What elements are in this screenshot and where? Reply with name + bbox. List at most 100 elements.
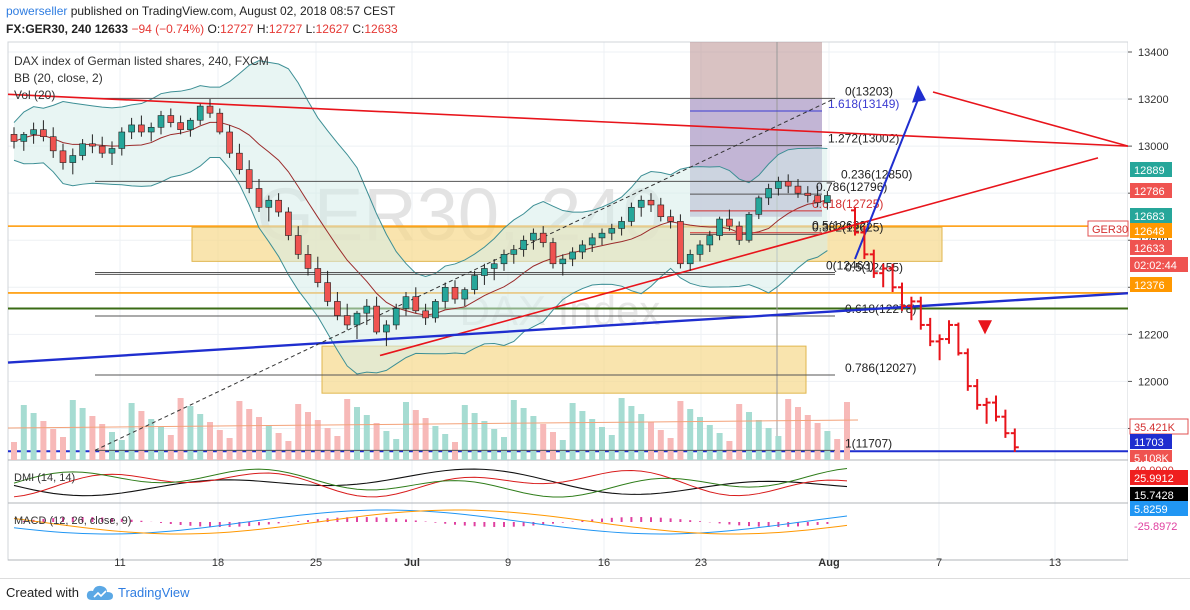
candle — [206, 99, 214, 118]
candle-body — [471, 275, 478, 290]
candle-body — [775, 181, 782, 189]
candle — [383, 320, 390, 347]
candle-body — [422, 310, 429, 319]
candle — [618, 216, 625, 236]
volume-bar — [697, 417, 703, 460]
candle — [677, 214, 684, 269]
arrow-head-icon — [912, 84, 926, 103]
price-chart[interactable]: GER30, 240 DAX Index 0(13203)1.618(13149… — [0, 40, 1190, 578]
price-badge-label: 12648 — [1134, 226, 1165, 238]
candle — [177, 115, 184, 135]
candle-body — [716, 218, 723, 236]
volume-bar — [657, 430, 664, 460]
volume-bar — [246, 409, 253, 460]
candle — [245, 160, 253, 194]
candle-body — [196, 105, 204, 121]
tradingview-link[interactable]: TradingView — [118, 585, 190, 600]
volume-bar — [383, 431, 390, 460]
candle — [40, 120, 47, 142]
candle-body — [618, 221, 625, 229]
dmi-pane — [13, 468, 848, 498]
volume-bar — [207, 422, 213, 460]
candle-body — [745, 214, 753, 241]
candle-body — [304, 254, 312, 269]
candle-body — [157, 115, 165, 128]
candle-body — [647, 199, 655, 206]
price-badge — [1130, 223, 1172, 238]
indicator-badge — [1130, 487, 1188, 502]
candle — [686, 249, 694, 271]
bb-basis — [13, 121, 828, 316]
candle-body — [118, 131, 126, 149]
candle — [402, 292, 410, 316]
volume-bar — [579, 411, 586, 460]
fib-label: 0(12463) — [826, 258, 874, 272]
price-badge — [1130, 183, 1172, 198]
volume-bar — [412, 410, 419, 460]
candle-body — [402, 296, 410, 309]
candle-body — [559, 258, 567, 265]
volume-bar — [804, 415, 811, 460]
candle-body — [677, 221, 684, 265]
candle-body — [334, 301, 341, 316]
volume-bar — [422, 418, 429, 460]
indicator-badge — [1130, 470, 1188, 485]
candle — [373, 296, 380, 335]
volume-bar — [471, 413, 478, 460]
fib-label: 1(11707) — [845, 436, 892, 450]
candle-body — [735, 225, 743, 241]
candle-body — [726, 218, 733, 227]
last-price: 12633 — [94, 22, 129, 36]
candle-body — [490, 263, 498, 269]
volume-bar — [706, 425, 713, 460]
candle-body — [784, 181, 792, 187]
author-link[interactable]: powerseller — [6, 4, 68, 18]
volume-bar — [638, 414, 645, 460]
price-badge-label: 35.421K — [1134, 422, 1176, 434]
candle-body — [696, 244, 704, 255]
volume-ma — [7, 419, 859, 429]
price-badge — [1130, 434, 1172, 449]
candle — [784, 174, 792, 194]
candle-body — [167, 115, 175, 123]
open-value: 12727 — [220, 22, 254, 36]
volume-bar — [432, 426, 439, 460]
time-axis[interactable]: 11 18 25 Jul 9 16 23 Aug 7 13 — [114, 557, 1061, 569]
candle-body — [108, 148, 116, 154]
arrow-down-icon — [978, 320, 992, 335]
footer: Created with TradingView — [0, 578, 1190, 610]
volume-bar — [295, 404, 302, 460]
volume-bar — [481, 421, 488, 460]
candle — [187, 117, 194, 137]
candle — [294, 226, 302, 260]
volume-bar — [667, 438, 674, 460]
candle-body — [432, 301, 439, 319]
candle — [726, 209, 733, 231]
fib-label: 0.236(12850) — [841, 167, 912, 181]
candle — [755, 195, 763, 220]
projection-line — [932, 91, 1129, 147]
volume-bar — [687, 409, 694, 460]
time-tick-label: 13 — [1049, 557, 1061, 569]
candle — [500, 249, 508, 271]
candle — [363, 299, 371, 325]
candle — [667, 209, 674, 229]
candle — [98, 136, 106, 158]
candle-body — [706, 235, 714, 246]
volume-bar — [50, 429, 57, 460]
candle — [628, 202, 635, 227]
candle-body — [255, 188, 263, 208]
candle — [824, 190, 831, 210]
volume-bar — [540, 424, 547, 460]
axis-tick-label: 12200 — [1138, 329, 1169, 341]
candle — [196, 103, 204, 125]
candle-body — [10, 134, 18, 142]
candle-body — [314, 268, 322, 283]
uptrend-line — [379, 157, 1099, 357]
candle — [696, 240, 704, 262]
volume-bar — [158, 427, 164, 460]
candle — [128, 117, 135, 140]
candle — [471, 270, 478, 295]
candle — [314, 256, 322, 288]
candle-body — [481, 268, 488, 276]
